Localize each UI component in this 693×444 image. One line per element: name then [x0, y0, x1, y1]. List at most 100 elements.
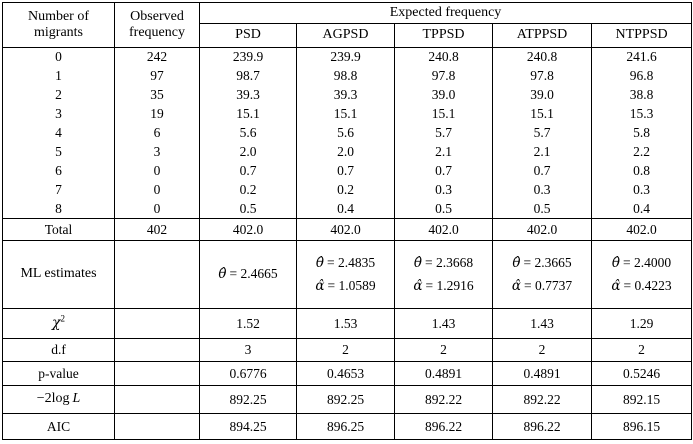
total-psd: 402.0	[199, 218, 297, 241]
cell-expected-ntppsd: 0.8	[590, 161, 693, 181]
cell-observed: 6	[114, 123, 200, 143]
theta-hat-symbol: θ̂	[512, 254, 521, 271]
theta-value: = 2.4000	[623, 254, 672, 270]
cell-expected-ntppsd: 2.2	[590, 142, 693, 162]
header-model-psd: PSD	[199, 23, 297, 48]
chi-observed-empty	[114, 308, 200, 339]
table-row-migrants-0: 0 242 239.9 239.9 240.8 240.8 241.6	[2, 47, 693, 67]
aic-label: AIC	[2, 413, 115, 440]
df-psd: 3	[199, 338, 297, 362]
cell-migrants: 2	[2, 85, 115, 105]
chi-exponent: 2	[60, 313, 65, 324]
ml-estimate-psd: θ̂ = 2.4665	[199, 240, 297, 309]
total-tppsd: 402.0	[394, 218, 493, 241]
cell-expected-ntppsd: 38.8	[590, 85, 693, 105]
ml-estimates-row: ML estimates θ̂ = 2.4665 θ̂ = 2.4835 α̂ = 1…	[2, 240, 693, 309]
total-agpsd: 402.0	[296, 218, 395, 241]
df-ntppsd: 2	[590, 338, 693, 362]
cell-observed: 0	[114, 180, 200, 200]
cell-expected-tppsd: 0.3	[394, 180, 493, 200]
total-label: Total	[2, 218, 115, 241]
chi-square-label: χ2	[2, 308, 115, 339]
alpha-hat-symbol: α̂	[413, 277, 423, 294]
cell-expected-tppsd: 5.7	[394, 123, 493, 143]
chi-psd: 1.52	[199, 308, 297, 339]
cell-expected-psd: 0.5	[199, 199, 297, 219]
alpha-hat-symbol: α̂	[315, 277, 325, 294]
df-agpsd: 2	[296, 338, 395, 362]
chi-atppsd: 1.43	[492, 308, 592, 339]
cell-expected-psd: 39.3	[199, 85, 297, 105]
cell-expected-atppsd: 0.3	[492, 180, 592, 200]
chi-symbol: χ	[52, 314, 61, 331]
cell-expected-tppsd: 15.1	[394, 104, 493, 124]
cell-expected-atppsd: 97.8	[492, 66, 592, 86]
neg2logl-label: −2log L	[2, 385, 115, 414]
cell-expected-psd: 98.7	[199, 66, 297, 86]
theta-hat-symbol: θ̂	[218, 266, 227, 283]
table-row-migrants-6: 6 0 0.7 0.7 0.7 0.7 0.8	[2, 161, 693, 181]
cell-expected-agpsd: 39.3	[296, 85, 395, 105]
cell-migrants: 5	[2, 142, 115, 162]
cell-expected-atppsd: 0.7	[492, 161, 592, 181]
alpha-value: = 0.4223	[623, 277, 672, 293]
ml-estimate-tppsd: θ̂ = 2.3668 α̂ = 1.2916	[394, 240, 493, 309]
cell-expected-tppsd: 39.0	[394, 85, 493, 105]
cell-observed: 19	[114, 104, 200, 124]
cell-expected-psd: 0.7	[199, 161, 297, 181]
neg2logl-ntppsd: 892.15	[590, 385, 693, 414]
likelihood-symbol: L	[72, 391, 81, 407]
cell-expected-agpsd: 0.2	[296, 180, 395, 200]
neg2log-prefix: −2log	[36, 391, 70, 407]
aic-observed-empty	[114, 413, 200, 440]
cell-observed: 3	[114, 142, 200, 162]
p-value-atppsd: 0.4891	[492, 361, 592, 386]
theta-value: = 2.3668	[425, 254, 474, 270]
table-row-migrants-2: 2 35 39.3 39.3 39.0 39.0 38.8	[2, 85, 693, 105]
table-row-migrants-8: 8 0 0.5 0.4 0.5 0.5 0.4	[2, 199, 693, 219]
table-row-migrants-4: 4 6 5.6 5.6 5.7 5.7 5.8	[2, 123, 693, 143]
cell-expected-ntppsd: 5.8	[590, 123, 693, 143]
ml-estimate-ntppsd: θ̂ = 2.4000 α̂ = 0.4223	[590, 240, 693, 309]
p-value-ntppsd: 0.5246	[590, 361, 693, 386]
total-atppsd: 402.0	[492, 218, 592, 241]
cell-expected-ntppsd: 241.6	[590, 47, 693, 67]
cell-migrants: 3	[2, 104, 115, 124]
p-value-agpsd: 0.4653	[296, 361, 395, 386]
cell-expected-atppsd: 240.8	[492, 47, 592, 67]
alpha-hat-symbol: α̂	[611, 277, 621, 294]
ml-estimates-label: ML estimates	[2, 240, 115, 309]
header-model-atppsd: ATPPSD	[492, 23, 592, 48]
cell-migrants: 1	[2, 66, 115, 86]
cell-migrants: 7	[2, 180, 115, 200]
cell-expected-agpsd: 98.8	[296, 66, 395, 86]
p-value-tppsd: 0.4891	[394, 361, 493, 386]
cell-expected-psd: 2.0	[199, 142, 297, 162]
cell-expected-agpsd: 15.1	[296, 104, 395, 124]
chi-tppsd: 1.43	[394, 308, 493, 339]
cell-expected-agpsd: 0.7	[296, 161, 395, 181]
cell-expected-ntppsd: 0.4	[590, 199, 693, 219]
total-row: Total 402 402.0 402.0 402.0 402.0 402.0	[2, 218, 693, 241]
cell-migrants: 0	[2, 47, 115, 67]
header-migrants: Number of migrants	[2, 2, 115, 48]
cell-expected-psd: 5.6	[199, 123, 297, 143]
cell-expected-psd: 239.9	[199, 47, 297, 67]
header-observed: Observed frequency	[114, 2, 200, 48]
ml-estimate-agpsd: θ̂ = 2.4835 α̂ = 1.0589	[296, 240, 395, 309]
cell-expected-atppsd: 2.1	[492, 142, 592, 162]
theta-hat-symbol: θ̂	[611, 254, 621, 271]
chi-square-row: χ2 1.52 1.53 1.43 1.43 1.29	[2, 308, 693, 339]
cell-observed: 242	[114, 47, 200, 67]
header-row-top: Number of migrants Observed frequency Ex…	[2, 2, 693, 48]
cell-expected-ntppsd: 96.8	[590, 66, 693, 86]
total-ntppsd: 402.0	[590, 218, 693, 241]
cell-observed: 97	[114, 66, 200, 86]
cell-expected-agpsd: 239.9	[296, 47, 395, 67]
p-value-label: p-value	[2, 361, 115, 386]
header-model-tppsd: TPPSD	[394, 23, 493, 48]
cell-expected-agpsd: 5.6	[296, 123, 395, 143]
cell-observed: 0	[114, 161, 200, 181]
chi-ntppsd: 1.29	[590, 308, 693, 339]
